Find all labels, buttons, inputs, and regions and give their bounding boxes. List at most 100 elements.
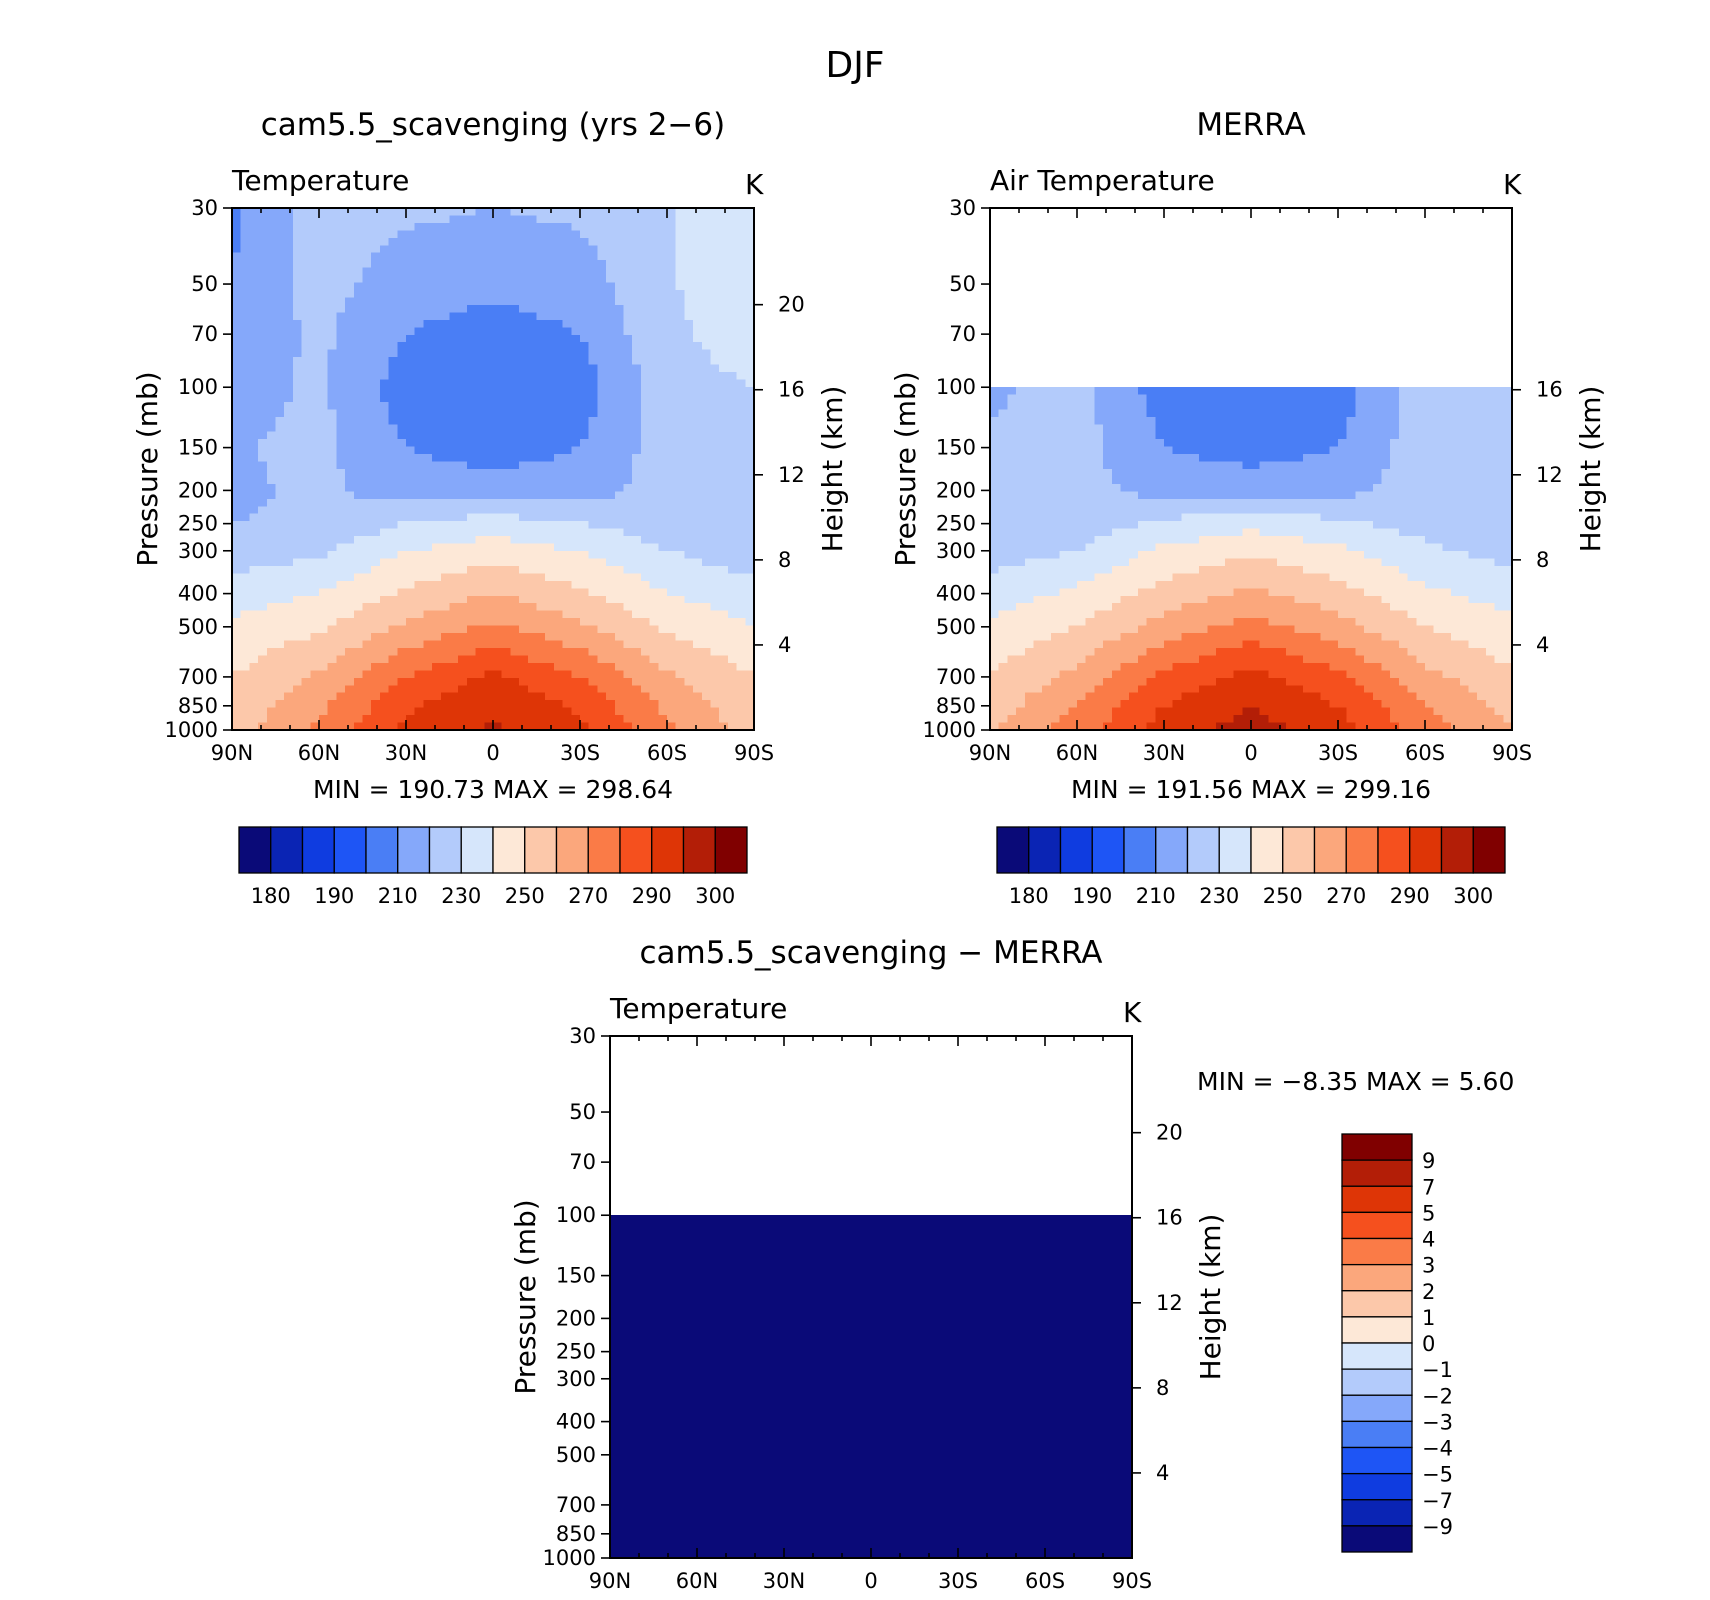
contour-cell (588, 439, 598, 448)
contour-cell (414, 386, 424, 396)
contour-cell (640, 543, 651, 552)
contour-cell (1425, 446, 1435, 455)
contour-cell (1459, 401, 1470, 410)
contour-cell (1042, 461, 1052, 470)
contour-cell (310, 498, 320, 507)
contour-cell (449, 379, 459, 388)
contour-cell (345, 364, 355, 373)
contour-cell (388, 342, 398, 351)
contour-cell (414, 513, 424, 522)
contour-cell (319, 573, 329, 582)
contour-cell (292, 543, 303, 552)
contour-cell (275, 476, 285, 485)
contour-cell (466, 409, 477, 418)
contour-cell (345, 267, 355, 276)
contour-cell (353, 222, 364, 231)
contour-cell (727, 208, 738, 217)
contour-cell (406, 431, 416, 440)
contour-cell (536, 498, 546, 507)
contour-cell (1277, 439, 1287, 448)
contour-cell (545, 349, 555, 358)
contour-cell (493, 633, 503, 642)
contour-cell (493, 230, 503, 239)
contour-cell (580, 618, 590, 627)
contour-cell (667, 245, 677, 254)
contour-cell (510, 677, 520, 686)
contour-cell (736, 506, 746, 515)
contour-cell (519, 297, 529, 306)
contour-cell (1416, 446, 1426, 455)
contour-cell (397, 454, 407, 463)
contour-cell (684, 222, 694, 231)
contour-cell (667, 319, 677, 328)
contour-cell (284, 297, 294, 306)
contour-cell (675, 565, 685, 574)
contour-cell (553, 424, 564, 433)
contour-cell (266, 431, 277, 440)
contour-cell (449, 282, 459, 291)
contour-cell (580, 543, 590, 552)
contour-cell (588, 483, 598, 492)
contour-cell (362, 640, 372, 649)
contour-cell (1311, 394, 1322, 403)
contour-cell (998, 401, 1008, 410)
contour-cell (362, 692, 372, 701)
contour-cell (484, 595, 494, 604)
contour-cell (1303, 409, 1313, 418)
contour-cell (597, 603, 607, 612)
contour-cell (571, 722, 581, 731)
contour-cell (345, 439, 355, 448)
contour-cell (693, 364, 703, 373)
contour-cell (527, 633, 538, 642)
contour-cell (397, 222, 407, 231)
contour-cell (658, 513, 668, 522)
contour-cell (658, 372, 668, 381)
contour-cell (440, 685, 451, 694)
contour-cell (240, 327, 250, 336)
contour-cell (632, 595, 642, 604)
contour-cell (1233, 454, 1243, 463)
contour-cell (414, 715, 424, 724)
contour-cell (301, 670, 311, 679)
contour-cell (658, 230, 668, 239)
contour-cell (275, 252, 285, 261)
contour-cell (553, 431, 564, 440)
contour-cell (1485, 401, 1496, 410)
contour-cell (1016, 454, 1026, 463)
contour-cell (1129, 409, 1139, 418)
contour-cell (249, 565, 259, 574)
contour-cell (493, 424, 503, 433)
contour-cell (353, 633, 364, 642)
contour-cell (519, 237, 529, 246)
contour-cell (519, 319, 529, 328)
contour-cell (588, 469, 598, 478)
contour-cell (623, 521, 633, 530)
contour-cell (1311, 439, 1322, 448)
contour-cell (406, 595, 416, 604)
contour-cell (292, 260, 303, 269)
contour-cell (658, 625, 668, 634)
contour-cell (649, 506, 659, 515)
contour-cell (693, 580, 703, 589)
contour-cell (632, 618, 642, 627)
contour-cell (1425, 409, 1435, 418)
contour-cell (701, 208, 712, 217)
contour-cell (1024, 416, 1035, 425)
contour-cell (640, 275, 651, 284)
contour-cell (379, 506, 390, 515)
contour-cell (640, 588, 651, 597)
contour-cell (484, 230, 494, 239)
contour-cell (727, 722, 738, 731)
contour-cell (493, 483, 503, 492)
contour-cell (606, 536, 616, 545)
contour-cell (640, 304, 651, 313)
contour-cell (606, 677, 616, 686)
x-tick-label: 90N (211, 741, 253, 765)
contour-cell (432, 401, 442, 410)
contour-cell (458, 409, 468, 418)
contour-cell (640, 409, 651, 418)
contour-cell (614, 700, 625, 709)
contour-cell (536, 469, 546, 478)
contour-cell (632, 521, 642, 530)
contour-cell (649, 401, 659, 410)
